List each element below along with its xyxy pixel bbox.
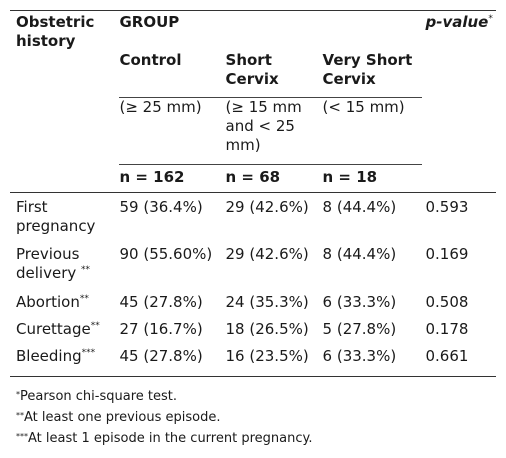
obstetric-history-table: Obstetric history GROUP p-value* Control… bbox=[10, 10, 496, 377]
footnote: ***At least 1 episode in the current pre… bbox=[16, 428, 312, 449]
cell-very-short-cervix: 6 (33.3%) bbox=[322, 293, 397, 311]
header-group-very-short-cervix: Very Short Cervix bbox=[322, 51, 422, 98]
row-label-mark: *** bbox=[81, 348, 96, 358]
cell-p-value: 0.169 bbox=[425, 245, 469, 263]
header-row-sample-size: n = 162 n = 68 n = 18 bbox=[10, 165, 496, 193]
cell-short-cervix: 29 (42.6%) bbox=[225, 245, 309, 263]
table-row: First pregnancy 59 (36.4%) 29 (42.6%) 8 … bbox=[10, 193, 496, 241]
cell-short-cervix: 29 (42.6%) bbox=[225, 198, 309, 216]
table-row: Previous delivery ** 90 (55.60%) 29 (42.… bbox=[10, 240, 496, 288]
cell-p-value: 0.593 bbox=[425, 198, 469, 216]
footnote-text: Pearson chi-square test. bbox=[20, 389, 177, 404]
footnote-mark: ** bbox=[16, 411, 24, 420]
cell-p-value: 0.178 bbox=[425, 320, 469, 338]
range-control: (≥ 25 mm) bbox=[119, 97, 226, 165]
row-label: Previous delivery ** bbox=[10, 240, 119, 288]
cell-control: 45 (27.8%) bbox=[119, 293, 203, 311]
n-short-cervix: n = 68 bbox=[225, 168, 281, 186]
cell-short-cervix: 16 (23.5%) bbox=[225, 347, 309, 365]
footnote-text: At least one previous episode. bbox=[24, 410, 221, 425]
cell-control: 27 (16.7%) bbox=[119, 320, 203, 338]
header-p-value: p-value* bbox=[422, 11, 497, 52]
cell-control: 90 (55.60%) bbox=[119, 245, 213, 263]
row-label-text: Curettage bbox=[16, 320, 91, 338]
cell-very-short-cervix: 5 (27.8%) bbox=[322, 320, 397, 338]
row-label: Curettage** bbox=[10, 315, 119, 342]
table-row: Bleeding*** 45 (27.8%) 16 (23.5%) 6 (33.… bbox=[10, 342, 496, 377]
footnote: *Pearson chi-square test. bbox=[16, 386, 312, 407]
cell-very-short-cervix: 8 (44.4%) bbox=[322, 245, 397, 263]
row-label-text: Bleeding bbox=[16, 347, 82, 365]
row-label: Bleeding*** bbox=[10, 342, 119, 377]
header-group-short-cervix: Short Cervix bbox=[225, 51, 323, 98]
row-label: Abortion** bbox=[10, 288, 119, 315]
row-label-mark: ** bbox=[81, 265, 91, 275]
row-label-text: Previous delivery bbox=[16, 245, 80, 282]
header-row-group-names: Control Short Cervix Very Short Cervix bbox=[10, 51, 496, 98]
n-control: n = 162 bbox=[119, 168, 185, 186]
header-row-group: Obstetric history GROUP p-value* bbox=[10, 10, 497, 52]
row-label-text: Abortion bbox=[16, 293, 80, 311]
cell-control: 59 (36.4%) bbox=[119, 198, 203, 216]
cell-very-short-cervix: 8 (44.4%) bbox=[322, 198, 397, 216]
header-row-ranges: (≥ 25 mm) (≥ 15 mm and < 25 mm) (< 15 mm… bbox=[10, 97, 496, 165]
footnote: **At least one previous episode. bbox=[16, 407, 312, 428]
cell-short-cervix: 24 (35.3%) bbox=[225, 293, 309, 311]
cell-short-cervix: 18 (26.5%) bbox=[225, 320, 309, 338]
header-p-value-mark: * bbox=[488, 14, 493, 24]
cell-p-value: 0.661 bbox=[425, 347, 469, 365]
row-label-mark: ** bbox=[79, 294, 89, 304]
table-row: Curettage** 27 (16.7%) 18 (26.5%) 5 (27.… bbox=[10, 315, 496, 342]
header-group: GROUP bbox=[119, 13, 180, 31]
footnote-mark: * bbox=[16, 390, 20, 399]
header-group-control: Control bbox=[119, 51, 226, 98]
row-label-mark: ** bbox=[90, 321, 100, 331]
range-short-cervix: (≥ 15 mm and < 25 mm) bbox=[225, 97, 323, 165]
row-label-text: First pregnancy bbox=[16, 198, 96, 235]
row-label: First pregnancy bbox=[10, 193, 119, 241]
cell-p-value: 0.508 bbox=[425, 293, 469, 311]
table-row: Abortion** 45 (27.8%) 24 (35.3%) 6 (33.3… bbox=[10, 288, 496, 315]
range-very-short-cervix: (< 15 mm) bbox=[322, 97, 422, 165]
footnotes: *Pearson chi-square test. **At least one… bbox=[16, 386, 312, 449]
header-p-value-text: p-value bbox=[425, 13, 489, 31]
cell-very-short-cervix: 6 (33.3%) bbox=[322, 347, 397, 365]
header-obstetric-history: Obstetric history bbox=[16, 13, 95, 50]
footnote-text: At least 1 episode in the current pregna… bbox=[28, 431, 313, 446]
n-very-short-cervix: n = 18 bbox=[322, 168, 378, 186]
cell-control: 45 (27.8%) bbox=[119, 347, 203, 365]
footnote-mark: *** bbox=[16, 432, 28, 441]
